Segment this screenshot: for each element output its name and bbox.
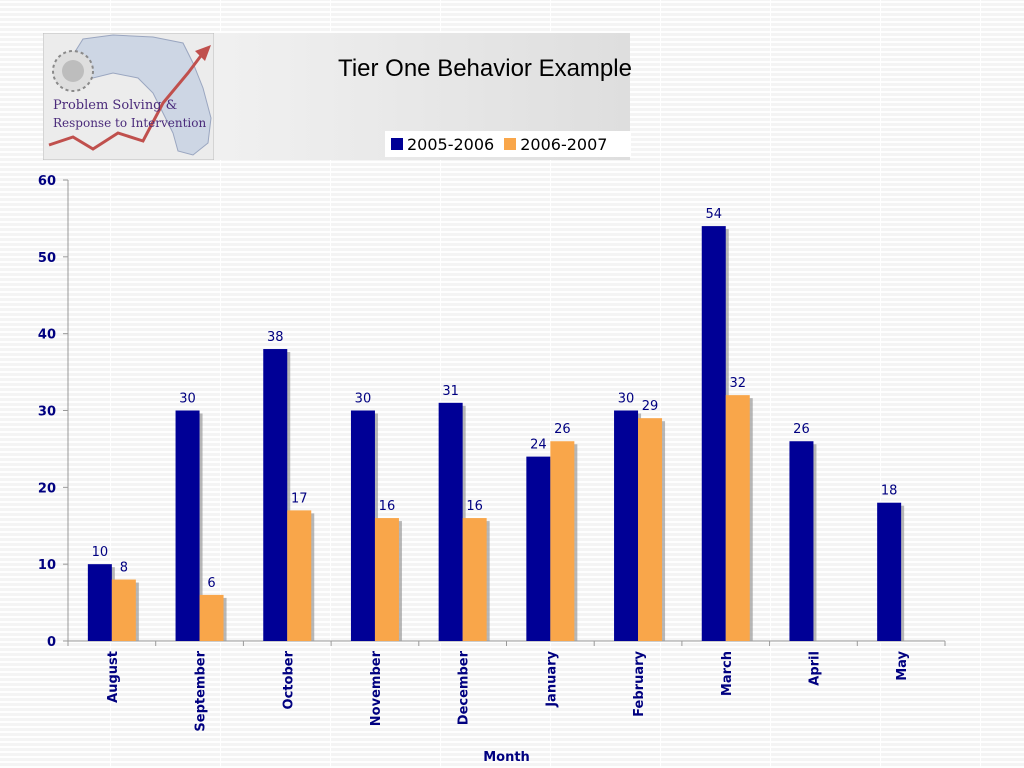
data-label: 16 <box>379 499 396 514</box>
background-line <box>330 0 331 768</box>
data-label: 31 <box>442 384 459 399</box>
x-tick-label: September <box>194 650 209 731</box>
background-line <box>220 0 221 768</box>
chart-legend: 2005-2006 2006-2007 <box>385 131 631 157</box>
x-tick-label: March <box>720 651 735 696</box>
bar-2005-2006-March <box>701 226 726 641</box>
bar-2006-2007-December <box>462 518 487 641</box>
data-label: 38 <box>267 330 284 345</box>
data-label: 16 <box>466 499 483 514</box>
background-line <box>880 0 881 768</box>
bar-2005-2006-August <box>87 564 112 641</box>
bar-2006-2007-October <box>287 510 312 641</box>
legend-item-2005-2006: 2005-2006 <box>391 135 494 154</box>
data-label: 54 <box>705 207 722 222</box>
legend-swatch-2006-2007 <box>504 138 517 150</box>
x-tick-label: April <box>807 651 822 686</box>
bar-2005-2006-May <box>877 502 902 641</box>
data-label: 18 <box>881 484 898 499</box>
bar-2006-2007-September <box>199 594 224 641</box>
x-tick-label: January <box>544 650 559 707</box>
y-tick-label: 60 <box>38 174 56 189</box>
x-axis-title: Month <box>483 750 530 765</box>
x-tick-label: May <box>895 650 910 680</box>
bar-2005-2006-February <box>614 410 639 641</box>
bar-2006-2007-August <box>111 579 136 641</box>
background-line <box>770 0 771 768</box>
data-label: 24 <box>530 438 547 453</box>
logo-line2: Response to Intervention <box>53 116 206 130</box>
y-tick-label: 40 <box>38 328 56 343</box>
bar-2005-2006-September <box>175 410 200 641</box>
legend-label-2005-2006: 2005-2006 <box>407 134 495 154</box>
legend-item-2006-2007: 2006-2007 <box>504 135 607 154</box>
florida-map-icon <box>72 34 212 156</box>
data-label: 10 <box>92 545 109 560</box>
data-label: 30 <box>355 392 372 407</box>
data-label: 8 <box>120 561 128 576</box>
background-line <box>550 0 551 768</box>
background-line <box>980 0 981 768</box>
trend-arrow-icon <box>48 52 205 151</box>
x-tick-label: November <box>369 650 384 726</box>
legend-swatch-2005-2006 <box>391 138 403 150</box>
background-line <box>440 0 441 768</box>
y-tick-label: 50 <box>38 251 56 266</box>
background-line <box>660 0 661 768</box>
x-tick-label: October <box>281 650 296 709</box>
bar-2005-2006-December <box>438 402 463 641</box>
bar-2005-2006-January <box>526 456 551 641</box>
data-label: 30 <box>179 392 196 407</box>
legend-label-2006-2007: 2006-2007 <box>520 134 608 154</box>
bar-2005-2006-November <box>350 410 375 641</box>
logo: Problem Solving & Response to Interventi… <box>43 33 214 160</box>
bar-2005-2006-April <box>789 441 814 641</box>
data-label: 32 <box>729 376 746 391</box>
chart-title: Tier One Behavior Example <box>338 55 632 82</box>
bar-2006-2007-February <box>638 418 663 641</box>
x-tick-label: February <box>632 650 647 716</box>
data-label: 30 <box>618 392 635 407</box>
background-line <box>110 0 111 768</box>
y-tick-label: 10 <box>38 558 56 573</box>
y-tick-label: 20 <box>38 481 56 496</box>
data-label: 6 <box>207 576 215 591</box>
bar-2005-2006-October <box>263 349 288 641</box>
data-label: 17 <box>291 491 308 506</box>
y-tick-label: 0 <box>47 635 56 650</box>
y-tick-label: 30 <box>38 405 56 420</box>
x-tick-label: December <box>457 650 472 725</box>
data-label: 26 <box>554 422 571 437</box>
bar-2006-2007-January <box>550 441 575 641</box>
data-label: 29 <box>642 399 659 414</box>
bar-2006-2007-November <box>374 518 399 641</box>
logo-line1: Problem Solving & <box>53 98 177 113</box>
data-label: 26 <box>793 422 810 437</box>
x-tick-label: August <box>106 651 121 703</box>
bar-2006-2007-March <box>725 395 750 641</box>
